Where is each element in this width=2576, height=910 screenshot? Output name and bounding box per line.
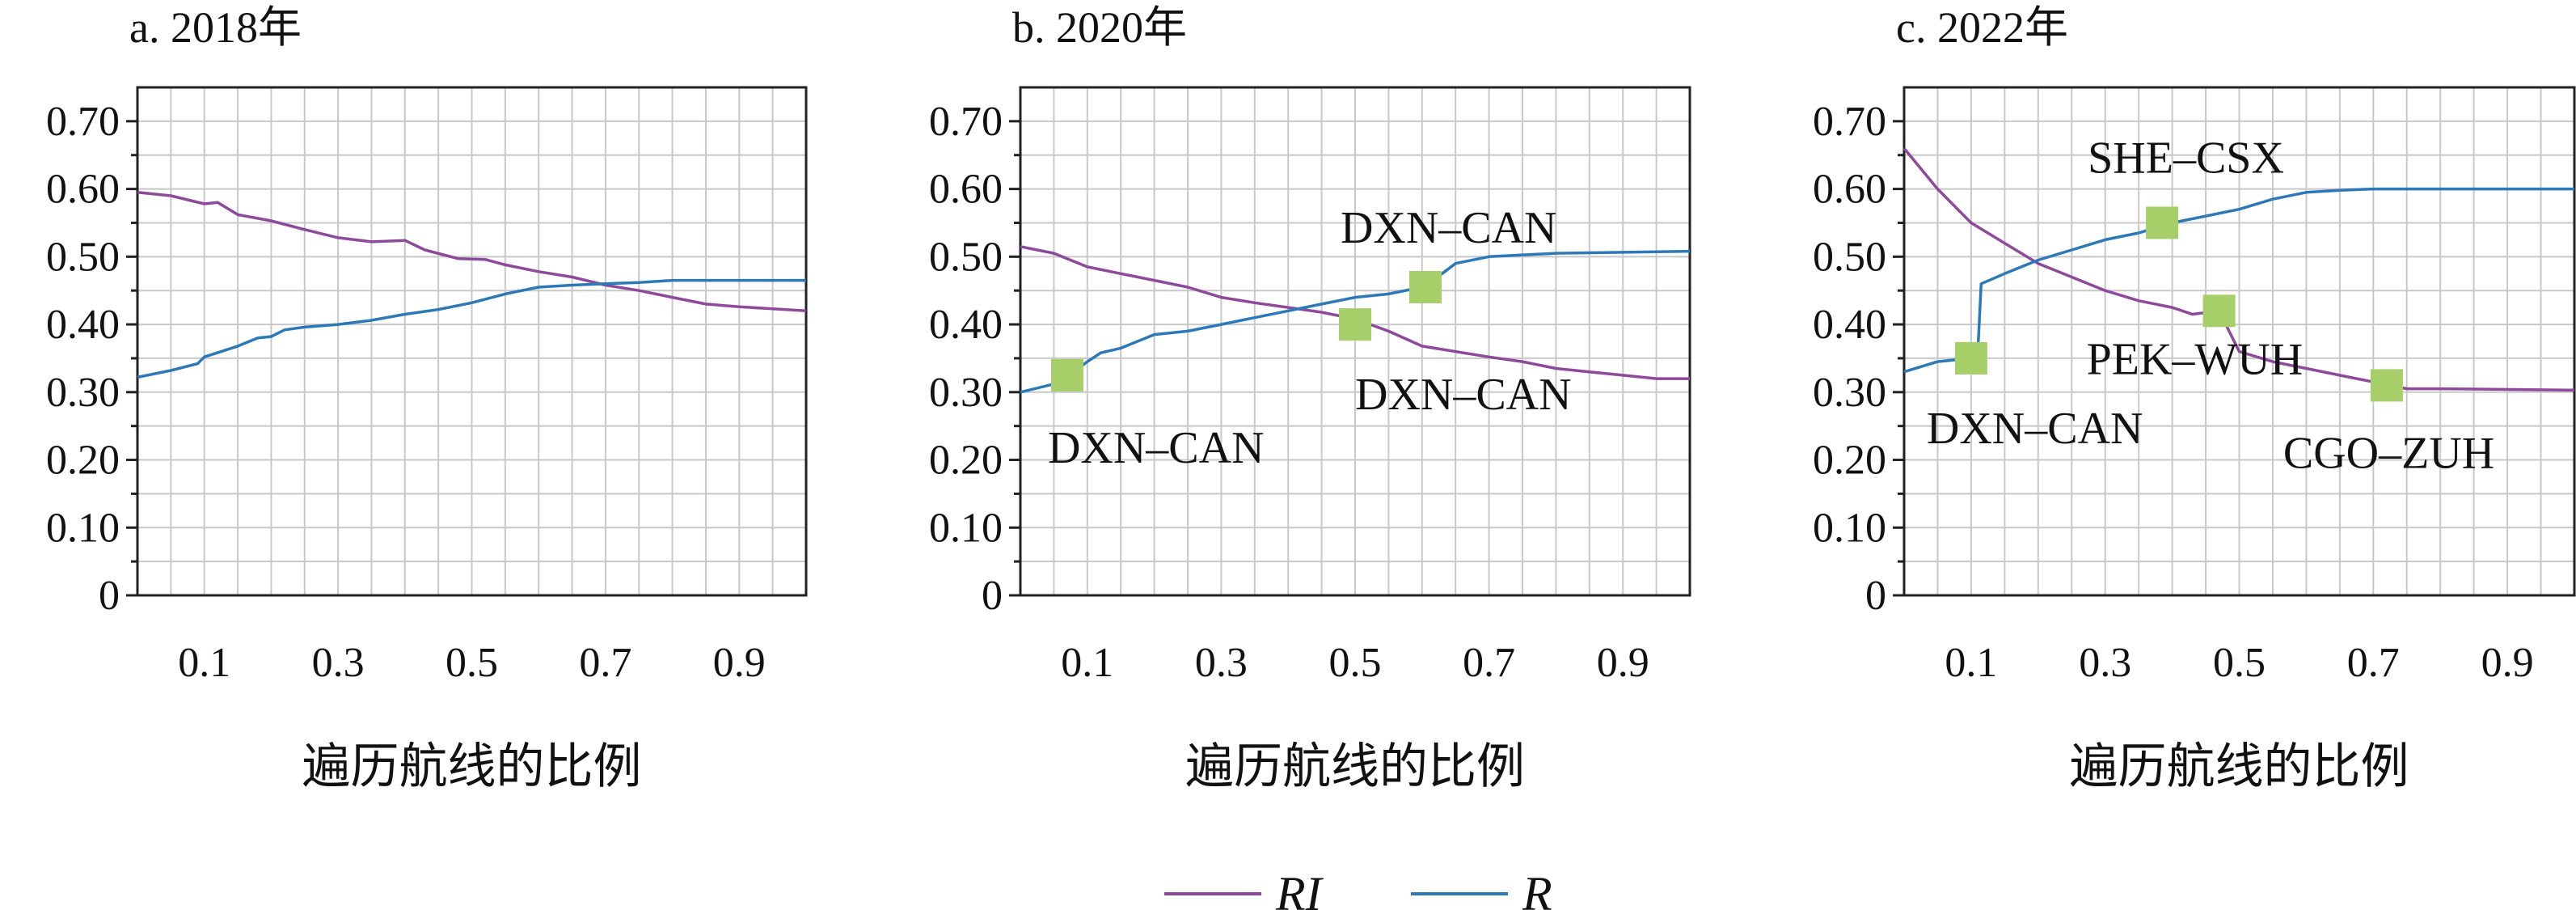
y-tick-label: 0.50 [1813,234,1886,280]
series-line-r [137,278,806,379]
y-tick-label: 0 [1865,573,1886,619]
y-tick-label: 0.30 [1813,370,1886,416]
y-tick-label: 0.40 [929,302,1003,348]
y-tick-label: 0.70 [46,99,120,145]
panel-0: a. 2018年 0 0.10 0.20 0.30 0.40 0.50 0.60 0.70 0.1… [46,3,808,794]
x-tick-label: 0.3 [2079,640,2131,686]
annotation-marker [2370,369,2403,402]
panel-title: a. 2018年 [129,3,302,52]
plot-frame [136,86,808,597]
plot-frame [1019,86,1691,597]
x-axis-label: 遍历航线的比例 [1185,740,1525,794]
y-tick-label: 0.70 [1813,99,1886,145]
y-tick-label: 0 [982,573,1003,619]
y-tick-label: 0.20 [929,438,1003,484]
legend: RI R [1164,867,1552,910]
x-tick-label: 0.1 [1945,640,1997,686]
annotation-marker [2202,294,2236,328]
y-tick-label: 0.50 [929,234,1003,280]
plot-frame [1902,86,2576,597]
y-tick-label: 0.20 [46,438,120,484]
y-tick-label: 0.40 [1813,302,1886,348]
panel-1: b. 2020年 0 0.10 0.20 0.30 0.40 0.50 0.60 0.70 0.1… [929,3,1691,794]
series-line-ri [137,191,807,313]
annotation-label: DXN–CAN [1927,404,2143,454]
panel-title: c. 2022年 [1896,3,2068,52]
y-tick-label: 0.30 [46,370,120,416]
x-tick-label: 0.9 [2481,640,2534,686]
panel-2: c. 2022年 0 0.10 0.20 0.30 0.40 0.50 0.60 0.70 0.1… [1813,3,2576,794]
x-tick-label: 0.5 [1329,640,1382,686]
x-axis-label: 遍历航线的比例 [302,740,642,794]
annotation-label: DXN–CAN [1355,370,1572,420]
annotation-label: SHE–CSX [2088,133,2284,183]
legend-label-r: R [1522,867,1552,910]
annotation-marker [1050,358,1083,392]
x-tick-label: 0.7 [2347,640,2400,686]
annotation-marker [1408,271,1442,304]
annotation-label: DXN–CAN [1341,203,1557,253]
x-tick-label: 0.3 [312,640,365,686]
x-tick-label: 0.7 [1463,640,1515,686]
x-tick-label: 0.1 [178,640,230,686]
legend-label-ri: RI [1275,867,1324,910]
series-line-r [1020,249,1691,394]
y-tick-label: 0.60 [1813,167,1886,213]
y-tick-label: 0.70 [929,99,1003,145]
y-tick-label: 0.30 [929,370,1003,416]
y-tick-label: 0.10 [46,505,120,551]
annotation-label: PEK–WUH [2087,334,2304,384]
y-tick-label: 0.20 [1813,438,1886,484]
x-axis-label: 遍历航线的比例 [2070,740,2409,794]
x-tick-label: 0.1 [1061,640,1113,686]
x-tick-label: 0.5 [2213,640,2266,686]
annotation-marker [2146,206,2179,239]
annotation-label: CGO–ZUH [2283,428,2494,478]
x-tick-label: 0.5 [446,640,498,686]
y-tick-label: 0 [99,573,120,619]
y-tick-label: 0.60 [929,167,1003,213]
x-tick-label: 0.7 [579,640,631,686]
y-tick-label: 0.50 [46,234,120,280]
panel-title: b. 2020年 [1012,3,1187,52]
y-tick-label: 0.60 [46,167,120,213]
y-tick-label: 0.40 [46,302,120,348]
y-tick-label: 0.10 [929,505,1003,551]
x-tick-label: 0.9 [713,640,766,686]
y-tick-label: 0.10 [1813,505,1886,551]
annotation-marker [1954,341,1987,375]
x-tick-label: 0.3 [1195,640,1248,686]
annotation-marker [1339,308,1371,341]
annotation-label: DXN–CAN [1048,423,1265,473]
x-tick-label: 0.9 [1597,640,1649,686]
